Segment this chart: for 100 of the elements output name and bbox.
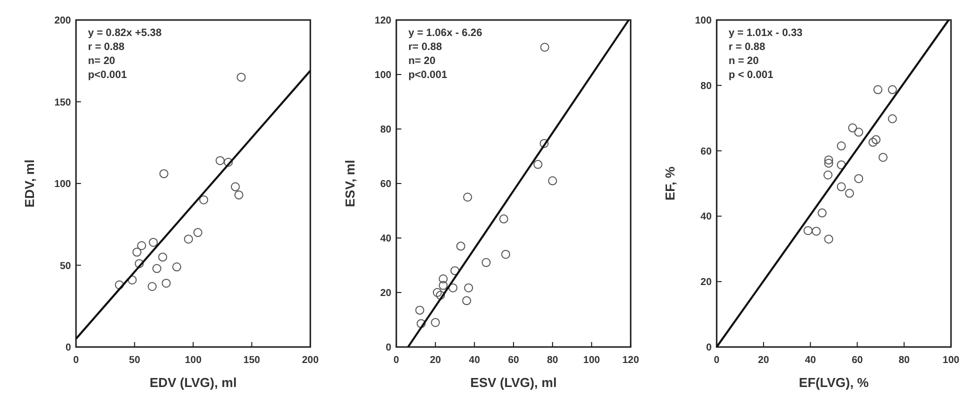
point: [824, 158, 834, 168]
x-tick-label: 200: [302, 355, 320, 366]
point: [501, 250, 510, 259]
y-tick-label: 60: [380, 179, 392, 190]
point: [868, 138, 878, 147]
point: [234, 190, 244, 200]
point: [540, 138, 549, 148]
y-axis-title: EDV, ml: [22, 160, 37, 208]
point: [432, 288, 442, 297]
point: [533, 160, 542, 169]
point: [854, 128, 864, 137]
x-axis-title: EF(LVG), %: [798, 375, 870, 390]
y-tick-label: 20: [700, 277, 712, 288]
point: [845, 188, 854, 198]
point: [438, 274, 448, 284]
x-tick-label: 100: [942, 355, 960, 366]
point: [878, 152, 888, 162]
point: [438, 280, 448, 290]
annotation: p<0.001: [88, 69, 127, 81]
point: [159, 169, 168, 178]
x-tick-label: 20: [758, 355, 770, 366]
y-axis-title: ESV, ml: [342, 160, 358, 208]
point: [804, 226, 813, 236]
point: [184, 234, 193, 244]
annotation: n = 20: [728, 55, 759, 67]
point: [199, 195, 208, 204]
point: [236, 72, 246, 82]
y-tick-label: 200: [54, 16, 72, 26]
point: [540, 42, 550, 52]
y-tick-label: 100: [374, 70, 392, 81]
annotation: y = 0.82x +5.38: [88, 27, 162, 39]
annotation: n= 20: [88, 55, 116, 67]
y-tick-label: 0: [386, 342, 392, 354]
point: [812, 226, 821, 236]
point: [836, 141, 846, 150]
point: [873, 85, 882, 94]
point: [836, 182, 846, 192]
annotation: p<0.001: [408, 69, 448, 81]
y-tick-label: 50: [60, 260, 72, 272]
x-tick-label: 0: [714, 355, 720, 366]
annotation: r= 0.88: [408, 41, 442, 53]
x-tick-label: 80: [898, 355, 910, 366]
point: [462, 296, 472, 306]
annotation: y = 1.06x - 6.26: [408, 27, 482, 39]
annotation: r = 0.88: [728, 41, 766, 53]
point: [824, 155, 834, 164]
x-axis-title: ESV (LVG), ml: [470, 375, 557, 390]
y-tick-label: 150: [54, 97, 72, 108]
annotation: y = 1.01x - 0.33: [728, 27, 803, 39]
point: [216, 156, 225, 166]
point: [132, 248, 142, 257]
y-tick-label: 80: [700, 80, 712, 92]
y-tick-label: 100: [694, 16, 712, 26]
y-tick-label: 40: [380, 234, 392, 244]
point: [872, 135, 881, 144]
point: [499, 214, 508, 224]
x-tick-label: 100: [583, 355, 600, 366]
x-tick-label: 60: [852, 355, 864, 366]
point: [818, 208, 827, 218]
point: [888, 114, 897, 124]
annotation: n= 20: [408, 55, 436, 67]
point: [114, 280, 124, 290]
point: [134, 259, 144, 268]
x-tick-label: 40: [804, 355, 816, 366]
x-tick-label: 150: [243, 355, 261, 366]
annotation: p < 0.001: [728, 69, 774, 81]
x-tick-label: 0: [73, 355, 80, 366]
y-tick-label: 0: [65, 342, 72, 354]
point: [224, 158, 233, 167]
y-tick-label: 0: [706, 342, 712, 354]
x-axis-title: EDV (LVG), ml: [150, 375, 237, 390]
point: [230, 182, 240, 192]
point: [162, 278, 171, 288]
annotation: r = 0.88: [88, 41, 125, 53]
point: [148, 282, 157, 292]
x-tick-label: 60: [508, 355, 520, 366]
y-tick-label: 60: [700, 146, 712, 158]
x-tick-label: 80: [546, 355, 559, 366]
point: [137, 241, 146, 250]
y-tick-label: 40: [700, 212, 712, 223]
x-tick-label: 0: [394, 355, 400, 366]
point: [430, 318, 440, 327]
x-tick-label: 100: [184, 355, 202, 366]
point: [436, 290, 445, 300]
point: [193, 228, 202, 238]
point: [172, 262, 182, 272]
x-tick-label: 40: [468, 355, 480, 366]
point: [158, 252, 168, 262]
point: [463, 192, 472, 202]
y-axis-title: EF, %: [662, 166, 678, 200]
x-tick-label: 120: [622, 355, 640, 366]
point: [148, 238, 158, 247]
point: [848, 123, 858, 132]
point: [854, 174, 864, 184]
point: [548, 176, 558, 186]
point: [152, 264, 162, 274]
point: [888, 85, 897, 94]
y-tick-label: 80: [380, 124, 392, 136]
point: [415, 306, 424, 315]
x-tick-label: 20: [430, 355, 442, 366]
